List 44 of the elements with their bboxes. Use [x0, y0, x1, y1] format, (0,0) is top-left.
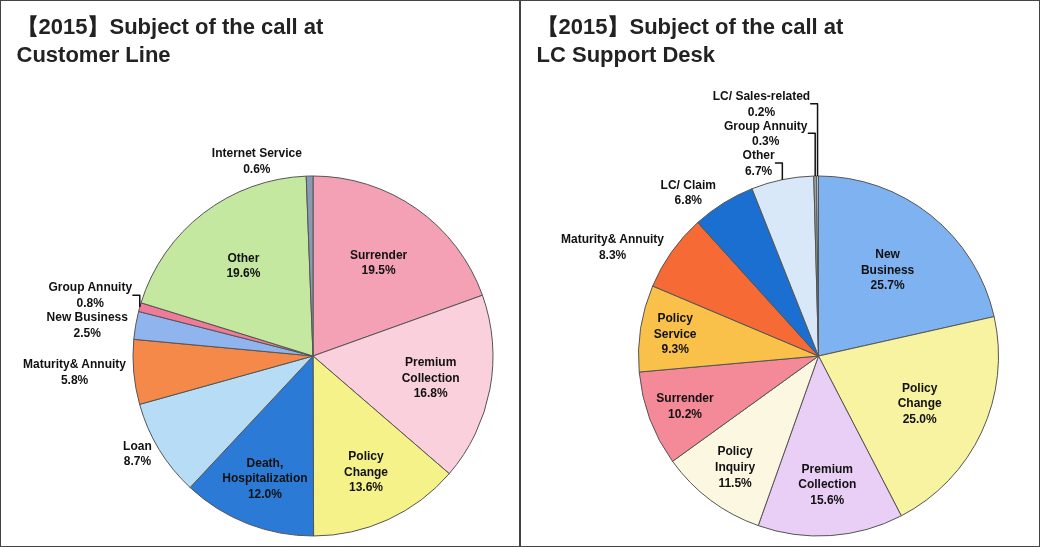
data-label: 19.6%	[226, 266, 261, 281]
data-label: 5.8%	[60, 373, 89, 388]
slice-label: Surrender	[656, 390, 714, 405]
slice-label: Maturity& Annuity	[561, 232, 665, 247]
data-label: 13.6%	[348, 480, 384, 495]
data-label: 15.6%	[810, 493, 845, 508]
slice-label: Policy Inquiry	[715, 444, 756, 474]
data-label: 0.2%	[747, 104, 776, 119]
slice-label: Other	[742, 148, 775, 163]
data-label: 10.2%	[667, 406, 703, 421]
data-label: 25.7%	[870, 278, 905, 293]
data-label: 12.0%	[247, 487, 283, 502]
data-label: 0.6%	[243, 162, 271, 177]
slice-label: Surrender	[349, 247, 408, 262]
data-label: 0.3%	[752, 134, 780, 149]
chart-title: 【2015】Subject of the call at LC Support Desk	[536, 13, 845, 68]
chart-title: 【2015】Subject of the call at Customer Line	[16, 13, 325, 68]
data-label: 11.5%	[718, 475, 753, 490]
slice-label: LC/ Sales-related	[712, 88, 811, 103]
slice-label: New Business	[46, 310, 129, 325]
data-label: 19.5%	[361, 263, 396, 278]
slice-label: Policy Service	[653, 311, 697, 341]
data-label: 8.7%	[123, 454, 152, 469]
slice-label: Loan	[123, 438, 152, 453]
slice-label: Policy Change	[343, 449, 389, 479]
data-label: 16.8%	[413, 386, 448, 401]
slice-label: Policy Change	[897, 380, 942, 411]
slice-label: Maturity& Annuity	[23, 357, 127, 372]
slice-label: Group Annuity	[723, 118, 808, 133]
slice-label: New Business	[860, 246, 915, 277]
slice-label: Internet Service	[211, 146, 303, 161]
slice-label: Premium Collection	[798, 461, 857, 492]
data-label: 2.5%	[73, 325, 102, 340]
data-label: 6.8%	[674, 193, 703, 208]
data-label: 0.8%	[76, 296, 105, 311]
slice-label: Other	[227, 250, 260, 265]
slice-label: Premium Collection	[401, 355, 460, 385]
slice-label: Group Annuity	[48, 280, 133, 295]
data-label: 6.7%	[744, 163, 773, 178]
data-label: 25.0%	[902, 411, 937, 426]
data-label: 9.3%	[661, 342, 690, 357]
data-label: 8.3%	[598, 247, 627, 262]
slice-label: LC/ Claim	[660, 177, 716, 192]
slice-label: Death, Hospitalization	[222, 455, 308, 486]
